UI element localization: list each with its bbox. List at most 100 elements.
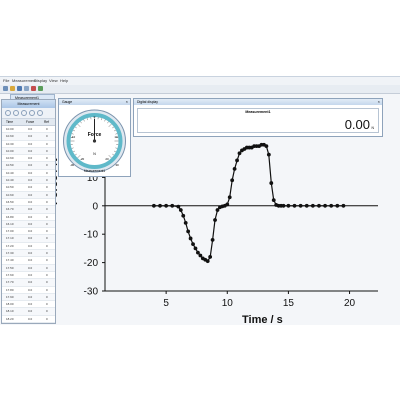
zoom-icon[interactable]	[21, 110, 27, 116]
gauge-tick	[101, 118, 103, 121]
gauge-tick-label: -10	[71, 135, 76, 139]
table-cell: 0.0	[28, 163, 33, 168]
table-cell: 10.60	[6, 134, 14, 139]
digital-window-title: Digital display ×	[134, 99, 382, 105]
forward-icon[interactable]	[13, 110, 19, 116]
table-cell: 0.0	[28, 156, 33, 161]
column-header-force[interactable]: Force	[26, 120, 35, 124]
table-cell: 17.10	[6, 236, 14, 241]
data-point	[188, 236, 193, 241]
data-point	[210, 237, 215, 242]
table-row[interactable]: 10.40 0.0 0	[2, 170, 55, 178]
close-icon[interactable]: ×	[125, 99, 128, 104]
data-point	[281, 203, 286, 208]
table-row[interactable]: 10.50 0.0 0	[2, 162, 55, 170]
data-point	[158, 203, 162, 208]
table-row[interactable]: 10.00 0.0 0	[2, 126, 55, 134]
data-point	[232, 166, 237, 171]
print-icon[interactable]	[24, 86, 29, 91]
column-header-ref[interactable]: Ref	[44, 120, 49, 124]
new-icon[interactable]	[3, 86, 8, 91]
table-row[interactable]: 18.00 0.0 0	[2, 301, 55, 309]
table-cell: 0.0	[28, 214, 33, 219]
gauge-tick	[73, 129, 75, 132]
menu-item-help[interactable]: Help	[60, 78, 69, 83]
digital-label: Measurement1	[245, 110, 271, 114]
settings-icon[interactable]	[37, 110, 43, 116]
data-point	[183, 220, 188, 225]
table-cell: 10.40	[6, 178, 14, 183]
play-icon[interactable]	[38, 86, 43, 91]
back-icon[interactable]	[5, 110, 11, 116]
menu-item-display[interactable]: Display	[34, 78, 48, 83]
table-cell: 0.0	[28, 148, 33, 153]
x-axis-title: Time / s	[242, 314, 283, 326]
table-row[interactable]: 16.10 0.0 0	[2, 220, 55, 229]
table-row[interactable]: 10.60 0.0 0	[2, 155, 55, 163]
x-tick-label: 20	[344, 298, 356, 309]
table-row[interactable]: 17.00 0.0 0	[2, 228, 55, 236]
open-icon[interactable]	[10, 86, 15, 91]
table-row[interactable]: 17.10 0.0 0	[2, 235, 55, 243]
gauge-tick	[108, 155, 112, 159]
table-row[interactable]: 18.30 0.0 0	[2, 323, 55, 324]
table-row[interactable]: 17.40 0.0 0	[2, 257, 55, 265]
table-row[interactable]: 10.40 0.0 0	[2, 177, 55, 185]
table-row[interactable]: 17.20 0.0 0	[2, 243, 55, 251]
table-row[interactable]: 17.90 0.0 0	[2, 293, 55, 302]
refresh-icon[interactable]	[29, 110, 35, 116]
table-cell: 17.20	[6, 243, 14, 248]
table-row[interactable]: 18.20 0.0 0	[2, 316, 55, 323]
data-point	[227, 195, 232, 200]
table-row[interactable]: 10.50 0.0 0	[2, 184, 55, 192]
table-cell: 0	[46, 192, 48, 197]
gauge-tick	[74, 126, 77, 129]
gauge-tick	[112, 126, 115, 129]
table-cell: 0	[46, 236, 48, 241]
table-cell: 0	[46, 156, 48, 161]
table-cell: 10.50	[6, 163, 14, 168]
table-row[interactable]: 16.70 0.0 0	[2, 206, 55, 214]
table-row[interactable]: 16.50 0.0 0	[2, 199, 55, 207]
table-cell: 0.0	[28, 272, 33, 277]
table-cell: 0.0	[28, 199, 33, 204]
table-cell: 0	[46, 163, 48, 168]
gauge-tick-label: 10	[114, 135, 118, 139]
table-row[interactable]: 10.60 0.0 0	[2, 133, 55, 141]
table-row[interactable]: 16.80 0.0 0	[2, 214, 55, 221]
gauge-tick	[114, 129, 116, 132]
table-row[interactable]: 17.70 0.0 0	[2, 279, 55, 287]
table-body: 10.00 0.0 0 10.60 0.0 0 10.30 0.0 0 10.00 0.0 0 10.6…	[2, 126, 55, 324]
record-icon[interactable]	[31, 86, 36, 91]
table-row[interactable]: 17.80 0.0 0	[2, 287, 55, 294]
table-cell: 0	[46, 134, 48, 139]
data-point	[176, 204, 181, 209]
gauge-tick-label: -30	[70, 163, 75, 167]
menu-item-view[interactable]: View	[49, 78, 58, 83]
gauge-tick	[115, 147, 118, 149]
save-icon[interactable]	[17, 86, 22, 91]
table-row[interactable]: 17.30 0.0 0	[2, 250, 55, 258]
column-header-time[interactable]: Time	[6, 120, 13, 124]
menu-item-file[interactable]: File	[3, 78, 10, 83]
data-point	[193, 246, 198, 251]
table-row[interactable]: 17.50 0.0 0	[2, 264, 55, 272]
table-cell: 17.30	[6, 251, 14, 256]
table-row[interactable]: 10.60 0.0 0	[2, 191, 55, 199]
data-point	[292, 203, 297, 208]
menu-item-measurement[interactable]: Measurement	[12, 78, 37, 83]
data-point	[213, 218, 217, 222]
data-point	[191, 242, 195, 247]
gauge-tick	[74, 153, 77, 156]
table-cell: 0.0	[28, 309, 33, 314]
close-icon[interactable]: ×	[377, 99, 380, 104]
gauge-tick-label: 30	[115, 163, 119, 167]
table-cell: 0.0	[28, 265, 33, 270]
table-row[interactable]: 10.30 0.0 0	[2, 141, 55, 148]
table-row[interactable]: 17.60 0.0 0	[2, 272, 55, 280]
table-cell: 17.70	[6, 280, 14, 285]
table-row[interactable]: 18.10 0.0 0	[2, 308, 55, 316]
table-cell: 0.0	[28, 287, 33, 292]
table-row[interactable]: 10.00 0.0 0	[2, 147, 55, 156]
table-cell: 0	[46, 170, 48, 175]
